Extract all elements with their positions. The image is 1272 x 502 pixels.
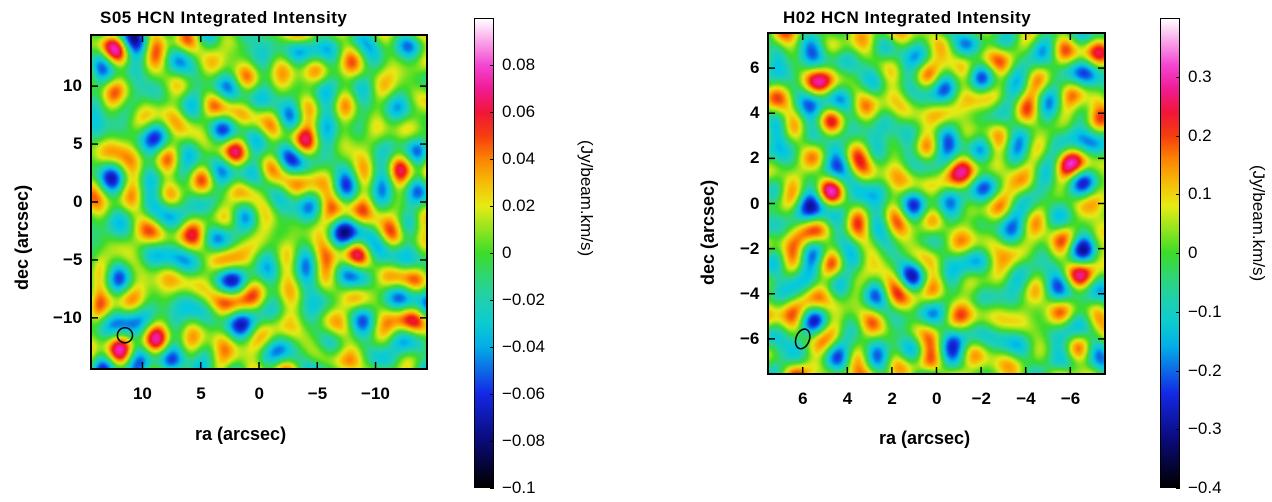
y-tick-label: 5 bbox=[73, 134, 83, 154]
x-axis-label: ra (arcsec) bbox=[879, 428, 971, 448]
colorbar-tick-label: −0.08 bbox=[502, 431, 546, 450]
x-tick-label: 6 bbox=[798, 389, 808, 408]
colorbar-tickmark bbox=[490, 112, 494, 113]
x-tick-label: −2 bbox=[971, 389, 991, 408]
y-tick-label: 0 bbox=[750, 193, 760, 213]
colorbar-tick-label: 0.1 bbox=[1188, 184, 1212, 204]
heatmap-image bbox=[767, 32, 1106, 375]
colorbar-tick-label: −0.1 bbox=[502, 478, 536, 497]
panel-s05: S05 HCN Integrated Intensity ra (arcsec)… bbox=[12, 8, 596, 497]
colorbar-tickmark bbox=[1176, 429, 1180, 431]
colorbar-tickmark bbox=[490, 159, 494, 160]
x-tick-label: −6 bbox=[1060, 389, 1081, 408]
x-axis-label: ra (arcsec) bbox=[195, 424, 287, 444]
colorbar-label: (Jy/beam.km/s) bbox=[577, 140, 596, 257]
x-tick-label: 0 bbox=[932, 389, 942, 408]
colorbar-tick-label: −0.04 bbox=[502, 337, 546, 356]
colorbar-tick-label: 0.04 bbox=[502, 149, 536, 168]
colorbar-tickmark bbox=[490, 488, 494, 489]
x-tick-label: −5 bbox=[307, 384, 328, 403]
colorbar-tick-label: −0.02 bbox=[502, 290, 546, 309]
panel-h02: H02 HCN Integrated Intensity ra (arcsec)… bbox=[636, 0, 1272, 502]
chart-title: S05 HCN Integrated Intensity bbox=[100, 8, 348, 27]
colorbar-tickmark bbox=[490, 300, 494, 301]
colorbar-tick-label: −0.2 bbox=[1188, 360, 1222, 380]
y-tick-label: 4 bbox=[750, 103, 760, 123]
x-tick-label: 10 bbox=[132, 384, 152, 403]
colorbar-tick-label: −0.4 bbox=[1188, 478, 1222, 497]
colorbar-tick-label: −0.1 bbox=[1188, 301, 1222, 321]
x-tick-label: 5 bbox=[196, 384, 206, 403]
chart-title: H02 HCN Integrated Intensity bbox=[783, 8, 1032, 27]
colorbar-tickmark bbox=[490, 206, 494, 207]
colorbar-tickmark bbox=[1176, 488, 1180, 489]
colorbar-tick-label: 0 bbox=[1188, 243, 1198, 262]
colorbar-tickmark bbox=[490, 253, 494, 254]
colorbar-tickmark bbox=[490, 441, 494, 442]
y-axis-label: dec (arcsec) bbox=[12, 184, 32, 290]
y-tick-label: −6 bbox=[740, 328, 760, 348]
y-axis-label: dec (arcsec) bbox=[698, 179, 718, 285]
colorbar-tickmark bbox=[1176, 76, 1180, 78]
colorbar-tickmark bbox=[1176, 135, 1180, 137]
y-tick-label: 2 bbox=[750, 148, 760, 168]
y-tick-label: 6 bbox=[750, 58, 760, 78]
heatmap-image bbox=[90, 34, 428, 370]
colorbar-tick-label: 0.08 bbox=[502, 55, 536, 74]
y-tick-label: 0 bbox=[73, 192, 83, 211]
colorbar-tickmark bbox=[490, 347, 494, 348]
colorbar-tick-label: 0.06 bbox=[502, 102, 536, 121]
x-tick-label: 2 bbox=[887, 389, 897, 408]
x-tick-label: 0 bbox=[254, 384, 264, 403]
y-tick-label: −4 bbox=[740, 283, 760, 303]
colorbar-tickmark bbox=[1176, 311, 1180, 313]
y-tick-label: −10 bbox=[53, 307, 82, 327]
x-tick-label: −10 bbox=[361, 384, 390, 403]
y-tick-label: 10 bbox=[63, 76, 82, 96]
colorbar-label: (Jy/beam.km/s) bbox=[1249, 165, 1268, 282]
colorbar-tick-label: 0.2 bbox=[1188, 125, 1212, 145]
colorbar-tickmark bbox=[490, 394, 494, 395]
x-tick-label: 4 bbox=[842, 389, 853, 408]
colorbar-tickmark bbox=[1176, 253, 1180, 254]
colorbar-tickmark bbox=[490, 65, 494, 66]
colorbar-tickmark bbox=[1176, 194, 1180, 196]
y-tick-label: −2 bbox=[740, 238, 760, 258]
x-tick-label: −4 bbox=[1016, 389, 1036, 408]
colorbar-tick-label: −0.06 bbox=[502, 384, 546, 403]
y-tick-label: −5 bbox=[63, 249, 83, 269]
colorbar-tickmark bbox=[1176, 370, 1180, 372]
colorbar-tick-label: 0 bbox=[502, 243, 512, 262]
colorbar-tick-label: 0.3 bbox=[1188, 66, 1212, 86]
colorbar-tick-label: 0.02 bbox=[502, 196, 536, 215]
colorbar-tick-label: −0.3 bbox=[1188, 419, 1222, 439]
